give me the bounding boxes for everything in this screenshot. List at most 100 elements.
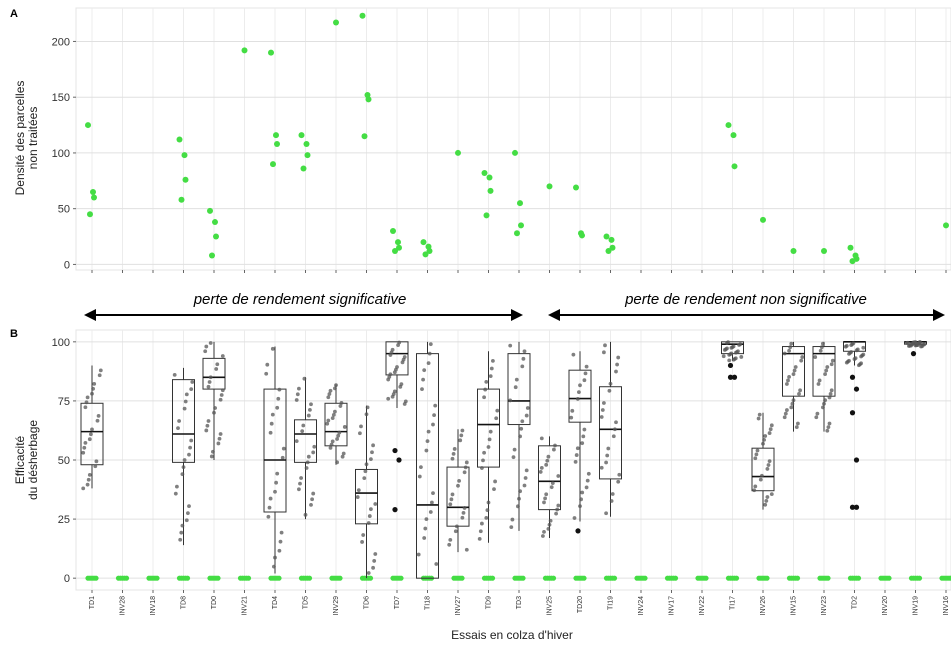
panel-b-point xyxy=(396,343,400,348)
panel-b-point xyxy=(188,445,193,450)
panel-b-point xyxy=(369,507,373,512)
panel-a-ylabel-line1: Densité des parcelles xyxy=(13,81,27,196)
panel-b-box xyxy=(294,377,317,520)
panel-a-point xyxy=(273,132,279,139)
panel-b-ylabel: Efficacité du désherbage xyxy=(13,420,40,500)
panel-b-point xyxy=(268,496,273,501)
panel-a-point xyxy=(422,251,429,258)
panel-b-point xyxy=(87,437,92,442)
panel-b-point xyxy=(575,397,580,401)
panel-b-point xyxy=(575,446,580,451)
panel-b-point xyxy=(342,425,347,429)
panel-b-zero-point xyxy=(337,575,343,581)
panel-b-point xyxy=(182,406,187,411)
panel-b-point xyxy=(785,408,789,412)
panel-b-point xyxy=(617,472,622,477)
panel-b-point xyxy=(325,421,330,426)
box-iqr xyxy=(294,419,317,463)
panel-a-point xyxy=(821,248,827,255)
panel-b-point xyxy=(789,405,794,410)
panel-b-point xyxy=(184,392,189,397)
panel-b-point xyxy=(511,455,516,460)
panel-b-point xyxy=(369,457,373,462)
panel-a-point xyxy=(85,122,91,129)
panel-b-point xyxy=(785,382,789,386)
panel-b-point xyxy=(578,383,582,388)
panel-b-point xyxy=(546,526,551,531)
panel-b-point xyxy=(428,510,433,514)
panel-b-point xyxy=(581,434,586,439)
panel-b-point xyxy=(172,373,177,377)
panel-b-point xyxy=(328,445,333,450)
panel-b-point xyxy=(297,386,301,391)
box-iqr xyxy=(568,369,592,423)
panel-b-point xyxy=(326,395,331,400)
panel-b-point xyxy=(602,401,606,405)
panel-b-point xyxy=(516,504,520,509)
panel-b-zero-point xyxy=(703,575,709,581)
panel-a-point xyxy=(579,232,585,239)
panel-b-point xyxy=(486,445,491,449)
panel-b-point xyxy=(388,353,393,357)
panel-b-point xyxy=(341,451,346,456)
panel-b-point xyxy=(338,404,343,408)
panel-b-zero-point xyxy=(489,575,496,581)
panel-b-point xyxy=(184,518,189,523)
panel-b-point xyxy=(829,388,834,393)
panel-b-zero-point xyxy=(550,575,557,581)
panel-b-zero-point xyxy=(459,575,465,581)
panel-b-point xyxy=(335,437,339,441)
arrow-label-non-significant: perte de rendement non significative xyxy=(624,291,867,308)
panel-b-point xyxy=(214,367,219,371)
panel-b-point xyxy=(522,349,527,354)
panel-b-point xyxy=(721,354,726,359)
panel-b-point xyxy=(761,441,765,446)
panel-b-point xyxy=(524,413,529,418)
panel-b-point xyxy=(458,438,463,443)
x-tick-label: INV24 xyxy=(638,596,645,616)
panel-b-point xyxy=(181,465,186,469)
panel-b-point xyxy=(522,483,527,488)
panel-b-point xyxy=(789,341,794,346)
panel-b-point xyxy=(614,420,618,425)
box-iqr xyxy=(751,447,775,492)
x-tick-label: TD5 xyxy=(303,596,310,609)
panel-a-point xyxy=(760,216,766,223)
panel-b-point xyxy=(386,396,391,401)
arrow-non-significant: perte de rendement non significative xyxy=(548,291,945,321)
panel-b-point xyxy=(582,378,587,383)
panel-a-point xyxy=(268,49,274,56)
panel-b-point xyxy=(209,454,214,459)
x-tick-label: INV18 xyxy=(150,596,157,616)
panel-b-point xyxy=(792,368,797,373)
panel-b-point xyxy=(179,530,184,535)
panel-a: 0 50 100 150 200 xyxy=(52,7,951,273)
x-tick-label: INV19 xyxy=(913,596,920,616)
panel-a-point xyxy=(395,239,401,246)
panel-b-point xyxy=(494,416,499,421)
panel-b-point xyxy=(569,415,574,420)
panel-b-point xyxy=(757,412,762,417)
panel-b-point xyxy=(330,439,335,444)
panel-b-point xyxy=(91,386,95,391)
panel-b-point xyxy=(97,373,102,378)
box-iqr xyxy=(355,468,378,525)
panel-b-point xyxy=(579,497,583,502)
panel-b-point xyxy=(182,458,187,462)
panel-b-point xyxy=(733,350,738,355)
panel-b-point xyxy=(451,451,456,456)
x-tick-label: INV23 xyxy=(821,596,828,616)
panel-b-point xyxy=(814,415,819,420)
panel-b-point xyxy=(463,465,468,470)
x-tick-label: TD20 xyxy=(577,596,584,613)
panel-b-point xyxy=(615,362,619,367)
panel-b-box xyxy=(202,341,226,460)
panel-b-point xyxy=(366,571,371,575)
panel-b-point xyxy=(189,438,194,443)
panel-b-point xyxy=(371,443,375,448)
panel-a-point xyxy=(396,244,402,251)
panel-b-point xyxy=(298,481,302,486)
x-tick-label: INV17 xyxy=(669,596,676,616)
panel-a-point xyxy=(270,161,276,168)
panel-b-point xyxy=(89,432,93,437)
